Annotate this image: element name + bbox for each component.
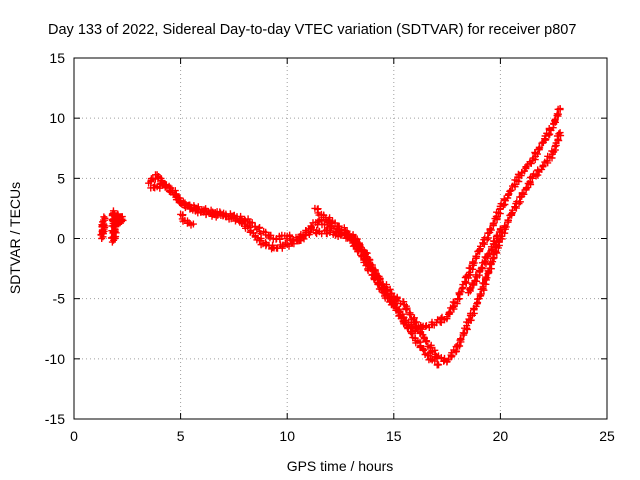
series-trace xyxy=(313,205,442,369)
tick-layer: 0 5 10 15 20 25 -15 -10 -5 0 5 10 15 xyxy=(45,50,615,444)
series-segment-7 xyxy=(464,225,504,297)
y-axis-label: SDTVAR / TECUs xyxy=(7,182,23,294)
y-tick-label: -10 xyxy=(45,351,65,367)
series-trace xyxy=(97,214,109,241)
x-tick-label: 10 xyxy=(279,428,295,444)
x-tick-label: 20 xyxy=(493,428,509,444)
series-segment-2 xyxy=(108,207,127,246)
x-tick-label: 25 xyxy=(599,428,615,444)
y-tick-label: -5 xyxy=(53,291,66,307)
y-tick-label: 15 xyxy=(49,50,65,66)
series-segment-1 xyxy=(97,213,109,242)
y-tick-label: -15 xyxy=(45,411,65,427)
series-trace xyxy=(466,226,504,295)
series-trace xyxy=(108,209,126,244)
chart-title: Day 133 of 2022, Sidereal Day-to-day VTE… xyxy=(48,22,576,38)
x-tick-label: 0 xyxy=(70,428,78,444)
series-segment-5 xyxy=(177,210,197,229)
series-trace xyxy=(178,211,195,229)
data-layer xyxy=(97,105,565,369)
x-axis-label: GPS time / hours xyxy=(287,458,394,474)
x-tick-label: 5 xyxy=(177,428,185,444)
y-tick-label: 10 xyxy=(49,110,65,126)
x-tick-label: 15 xyxy=(386,428,402,444)
y-tick-label: 5 xyxy=(57,170,65,186)
series-segment-6 xyxy=(311,204,443,369)
y-tick-label: 0 xyxy=(57,231,65,247)
data-point xyxy=(411,319,419,327)
